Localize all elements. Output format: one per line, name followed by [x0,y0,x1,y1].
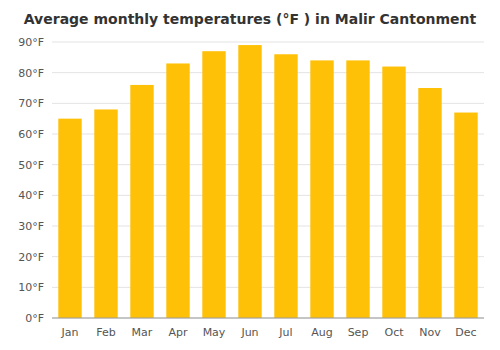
grid-line [52,318,484,319]
chart-container: Average monthly temperatures (°F ) in Ma… [0,0,500,350]
bar [238,45,261,318]
y-tick-label: 90°F [18,36,44,49]
x-axis: Jan Feb Mar Apr May Jun Jul Aug Sep Oct Nov Dec [52,318,484,339]
bar [202,51,225,318]
bar [274,54,297,318]
bar [454,113,477,318]
x-tick-label: Apr [168,326,188,339]
x-tick-label: Nov [419,326,441,339]
x-tick-label: Mar [132,326,153,339]
y-tick-label: 10°F [18,281,44,294]
grid-line [52,42,484,43]
bar [58,119,81,318]
bar [346,60,369,318]
y-tick-label: 20°F [18,251,44,264]
bar [310,60,333,318]
bar [130,85,153,318]
x-tick-label: Dec [455,326,476,339]
grid-line [52,72,484,73]
y-tick-label: 0°F [25,312,44,325]
y-tick-label: 70°F [18,97,44,110]
x-tick-label: Jul [278,326,292,339]
y-tick-label: 50°F [18,159,44,172]
y-axis: 0°F 10°F 20°F 30°F 40°F 50°F 60°F 70°F 80°F 90°F [18,36,44,325]
bar [166,63,189,318]
x-tick-label: Oct [384,326,404,339]
bar [94,109,117,318]
x-tick-label: Feb [96,326,115,339]
y-tick-label: 80°F [18,67,44,80]
y-tick-label: 30°F [18,220,44,233]
x-tick-label: Jun [240,326,258,339]
title: Average monthly temperatures (°F ) in Ma… [24,11,477,27]
grid [52,42,484,318]
bar [382,67,405,318]
x-tick-label: Jan [61,326,79,339]
x-tick-label: May [203,326,226,339]
x-tick-label: Aug [311,326,332,339]
x-tick-label: Sep [348,326,369,339]
y-tick-label: 40°F [18,189,44,202]
x-axis-line [52,318,484,319]
bars [58,45,477,318]
y-tick-label: 60°F [18,128,44,141]
chart: Average monthly temperatures (°F ) in Ma… [0,0,500,350]
bar [418,88,441,318]
